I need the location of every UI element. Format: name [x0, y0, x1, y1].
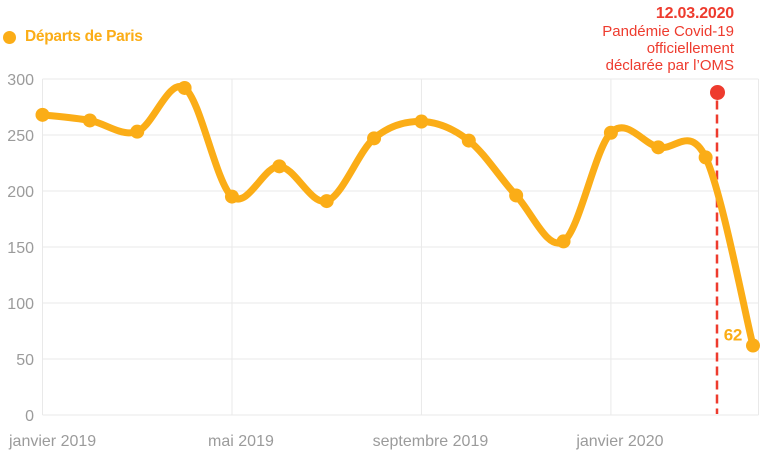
data-point	[130, 124, 145, 139]
data-point	[367, 131, 382, 146]
event-annotation-line: déclarée par l’OMS	[605, 57, 734, 74]
y-axis-label: 100	[7, 296, 34, 313]
data-point	[509, 188, 524, 203]
y-axis-label: 0	[25, 408, 34, 425]
y-axis-label: 250	[7, 128, 34, 145]
data-point	[177, 80, 192, 95]
x-axis-label: septembre 2019	[373, 433, 489, 450]
data-point	[224, 189, 239, 204]
data-point	[556, 234, 571, 249]
data-point	[698, 150, 713, 165]
y-axis-labels: 0 50 100 150 200 250 300	[7, 72, 34, 425]
data-point	[746, 338, 760, 353]
x-axis-label: janvier 2020	[575, 433, 663, 450]
legend-series-dot-icon	[3, 30, 16, 44]
y-axis-label: 150	[7, 240, 34, 257]
data-point	[319, 194, 334, 209]
data-point	[414, 114, 429, 129]
last-value-label: 62	[724, 326, 742, 345]
data-point	[651, 140, 666, 155]
legend-series-label: Départs de Paris	[25, 28, 143, 45]
data-point	[82, 113, 97, 128]
legend: Départs de Paris	[3, 28, 143, 46]
event-annotation-line: officiellement	[646, 40, 734, 57]
data-point	[35, 107, 50, 122]
x-axis-label: janvier 2019	[8, 433, 96, 450]
x-axis-label: mai 2019	[208, 433, 274, 450]
data-points	[35, 80, 760, 353]
y-axis-label: 50	[16, 352, 34, 369]
event-marker-dot	[710, 84, 726, 100]
event-annotation: 12.03.2020 Pandémie Covid-19 officiellem…	[602, 5, 734, 74]
event-annotation-date: 12.03.2020	[655, 5, 734, 22]
x-axis-labels: janvier 2019 mai 2019 septembre 2019 janvie…	[8, 433, 664, 450]
event-annotation-line: Pandémie Covid-19	[602, 23, 734, 40]
y-axis-label: 200	[7, 184, 34, 201]
series-line	[39, 83, 757, 350]
data-point	[272, 159, 287, 174]
data-point	[603, 125, 618, 140]
data-point	[461, 133, 476, 148]
y-axis-label: 300	[7, 72, 34, 89]
gridlines	[42, 78, 759, 416]
